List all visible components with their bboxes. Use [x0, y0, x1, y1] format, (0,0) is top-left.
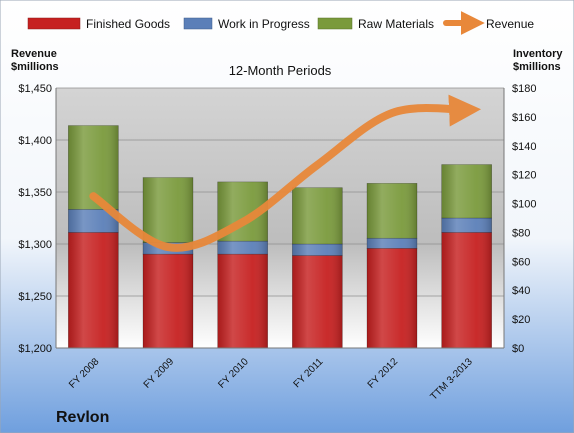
revenue-line: [89, 94, 482, 252]
left-axis-tick-label: $1,200: [18, 343, 52, 355]
bar-shade: [143, 254, 193, 348]
legend: Finished Goods Work in Progress Raw Mate…: [27, 11, 534, 35]
right-axis-tick-label: $0: [512, 343, 524, 355]
bar-shade: [217, 241, 268, 255]
bar-shade: [441, 232, 492, 348]
right-axis-tick-label: $80: [512, 227, 530, 239]
right-axis-tick-label: $140: [512, 141, 536, 153]
plot-area: [56, 88, 504, 348]
left-axis-tick-label: $1,250: [18, 291, 52, 303]
legend-label-finished-goods: Finished Goods: [86, 17, 170, 31]
left-axis-tick-label: $1,350: [18, 187, 52, 199]
bar-shade: [367, 248, 417, 348]
right-axis-label-line1: Inventory: [513, 48, 563, 60]
right-axis-tick-label: $20: [512, 314, 530, 326]
right-axis-tick-label: $100: [512, 199, 536, 211]
bar-shade: [441, 164, 492, 218]
legend-swatch-finished-goods: [27, 17, 81, 30]
legend-label-raw-materials: Raw Materials: [358, 17, 434, 31]
left-axis-label-line1: Revenue: [11, 48, 57, 60]
right-axis-tick-label: $60: [512, 256, 530, 268]
right-axis-tick-label: $160: [512, 112, 536, 124]
bar-shade: [292, 255, 343, 348]
left-axis-tick-label: $1,400: [18, 135, 52, 147]
right-axis-label-line2: $millions: [513, 61, 561, 73]
bar-shade: [367, 238, 417, 249]
legend-label-revenue: Revenue: [486, 17, 534, 31]
legend-label-work-in-progress: Work in Progress: [218, 17, 310, 31]
bar-shade: [292, 244, 343, 256]
bar-shade: [143, 177, 193, 243]
right-axis-tick-label: $40: [512, 285, 530, 297]
bar-shade: [68, 232, 119, 348]
left-axis-tick-label: $1,450: [18, 83, 52, 95]
revenue-line-path: [89, 94, 482, 252]
legend-swatch-work-in-progress: [183, 17, 213, 30]
bar-shade: [441, 218, 492, 233]
company-name: Revlon: [56, 409, 109, 426]
right-axis-tick-label: $120: [512, 170, 536, 182]
bar-shade: [367, 183, 417, 239]
right-axis-tick-label: $180: [512, 83, 536, 95]
bar-shade: [68, 209, 119, 233]
chart-title: 12-Month Periods: [229, 63, 332, 78]
bar-shade: [292, 187, 343, 244]
left-axis-label-line2: $millions: [11, 61, 59, 73]
bar-shade: [217, 254, 268, 348]
legend-swatch-raw-materials: [317, 17, 353, 30]
left-axis-tick-label: $1,300: [18, 239, 52, 251]
